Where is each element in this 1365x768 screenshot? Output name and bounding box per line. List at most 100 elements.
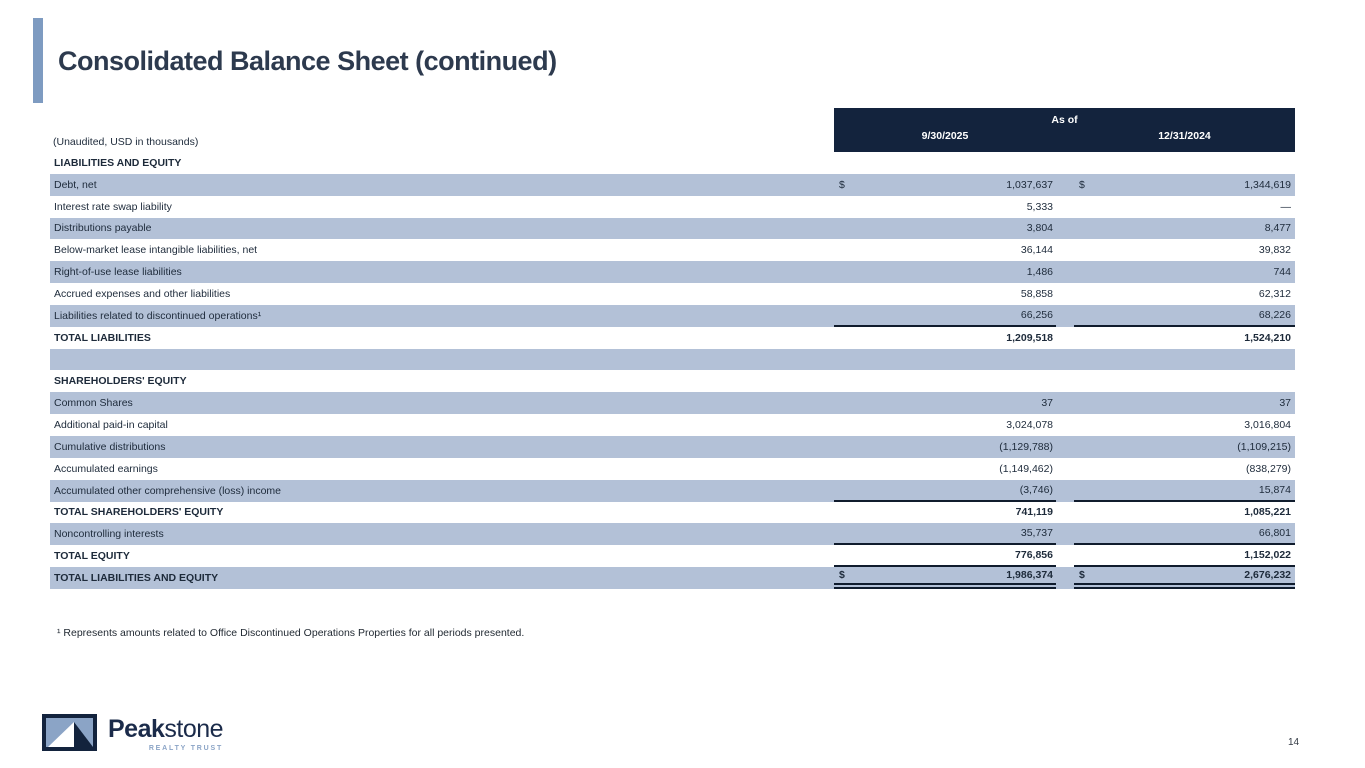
value-amount: (1,149,462) [999,462,1053,475]
value-cell: 3,804 [834,218,1056,240]
row-label: Additional paid-in capital [54,419,168,432]
value-amount: 3,804 [1026,222,1053,235]
value-amount: 37 [1279,397,1291,410]
value-cell: $1,344,619 [1074,174,1295,196]
value-cell: (3,746) [834,480,1056,502]
value-amount: 66,801 [1258,527,1291,540]
value-amount: (1,129,788) [999,440,1053,453]
table-row: TOTAL EQUITY 776,856 1,152,022 [50,545,1295,568]
logo-name-light: stone [164,715,224,743]
column-gap [1056,458,1074,480]
row-label: Accumulated earnings [54,462,158,475]
value-cell: 15,874 [1074,480,1295,502]
row-label: TOTAL LIABILITIES AND EQUITY [54,571,219,584]
value-cell: 1,486 [834,261,1056,283]
row-label: TOTAL SHAREHOLDERS' EQUITY [54,506,224,519]
table-row: Accumulated other comprehensive (loss) i… [50,479,1295,502]
value-cell: 744 [1074,261,1295,283]
value-amount: 5,333 [1026,200,1053,213]
row-label: TOTAL EQUITY [54,550,130,563]
value-amount: 66,256 [1020,308,1053,321]
footnote: ¹ Represents amounts related to Office D… [57,627,525,639]
row-label: Cumulative distributions [54,440,166,453]
column-gap [1056,174,1074,196]
value-amount: 1,209,518 [1006,331,1053,344]
row-label: Liabilities related to discontinued oper… [54,309,262,322]
peakstone-logo: Peakstone REALTY TRUST [42,714,224,752]
value-amount: 1,085,221 [1244,506,1291,519]
table-row: Accumulated earnings (1,149,462) (838,279) [50,458,1295,480]
value-amount: 2,676,232 [1244,568,1291,581]
value-amount: 1,486 [1026,266,1053,279]
value-cell: 62,312 [1074,283,1295,305]
value-amount: 741,119 [1015,506,1053,519]
table-row: Cumulative distributions (1,129,788) (1,10… [50,435,1295,458]
value-cell: 39,832 [1074,239,1295,261]
table-row: TOTAL LIABILITIES AND EQUITY $1,986,374 $2… [50,567,1295,589]
value-cell: $2,676,232 [1074,567,1295,589]
value-amount: 1,037,637 [1006,178,1053,191]
table-row: Below-market lease intangible liabilitie… [50,239,1295,261]
value-amount: 3,024,078 [1006,419,1053,432]
row-label: TOTAL LIABILITIES [54,331,151,344]
table-row: Debt, net $1,037,637 $1,344,619 [50,173,1295,196]
value-cell [1074,370,1295,392]
value-amount: 58,858 [1020,287,1053,300]
value-cell: 1,085,221 [1074,502,1295,524]
value-cell [834,152,1056,174]
as-of-header: As of 9/30/2025 12/31/2024 [834,108,1295,152]
column-gap [1056,305,1074,327]
value-cell [1074,349,1295,371]
value-cell [1074,152,1295,174]
column-gap [1056,370,1074,392]
value-amount: 1,986,374 [1006,568,1053,581]
value-amount: 1,524,210 [1244,331,1291,344]
table-header: (Unaudited, USD in thousands) As of 9/30… [50,108,1295,152]
column-gap [1056,480,1074,502]
value-cell: 776,856 [834,545,1056,568]
column-gap [1056,261,1074,283]
value-amount: 776,856 [1015,549,1053,562]
table-row: LIABILITIES AND EQUITY [50,152,1295,174]
logo-name-bold: Peak [108,715,165,743]
row-label: SHAREHOLDERS' EQUITY [54,375,187,388]
table-row: TOTAL SHAREHOLDERS' EQUITY 741,119 1,085,2… [50,502,1295,524]
value-cell: 68,226 [1074,305,1295,327]
row-label: Common Shares [54,397,133,410]
value-cell: 58,858 [834,283,1056,305]
table-row: Right-of-use lease liabilities 1,486 744 [50,261,1295,284]
value-cell: 1,152,022 [1074,545,1295,568]
value-amount: 1,344,619 [1244,178,1291,191]
page-number: 14 [1288,737,1300,748]
row-label: LIABILITIES AND EQUITY [54,156,182,169]
currency-symbol: $ [839,178,845,191]
column-gap [1056,436,1074,458]
logo-mark-icon [42,714,97,751]
value-cell: 66,801 [1074,523,1295,546]
value-cell: 35,737 [834,523,1056,546]
row-label: Debt, net [54,178,97,191]
column-gap [1056,218,1074,240]
value-cell: (1,149,462) [834,458,1056,480]
value-amount: (838,279) [1246,462,1291,475]
value-amount: 35,737 [1020,527,1053,540]
row-label: Accumulated other comprehensive (loss) i… [54,484,282,497]
value-amount: (1,109,215) [1237,440,1291,453]
value-cell: (1,109,215) [1074,436,1295,458]
value-cell: 36,144 [834,239,1056,261]
value-cell: $1,986,374 [834,567,1056,589]
value-cell: — [1074,196,1295,218]
value-amount: 15,874 [1258,483,1291,496]
value-amount: 39,832 [1258,244,1291,257]
value-cell: 37 [1074,392,1295,414]
table-row: TOTAL LIABILITIES 1,209,518 1,524,210 [50,327,1295,349]
column-gap [1056,196,1074,218]
page-title: Consolidated Balance Sheet (continued) [58,46,557,76]
table-row: Distributions payable 3,804 8,477 [50,217,1295,240]
value-cell: $1,037,637 [834,174,1056,196]
value-cell: (838,279) [1074,458,1295,480]
value-cell: (1,129,788) [834,436,1056,458]
value-amount: 1,152,022 [1244,549,1291,562]
value-cell: 1,524,210 [1074,327,1295,349]
title-accent-bar [33,18,43,103]
